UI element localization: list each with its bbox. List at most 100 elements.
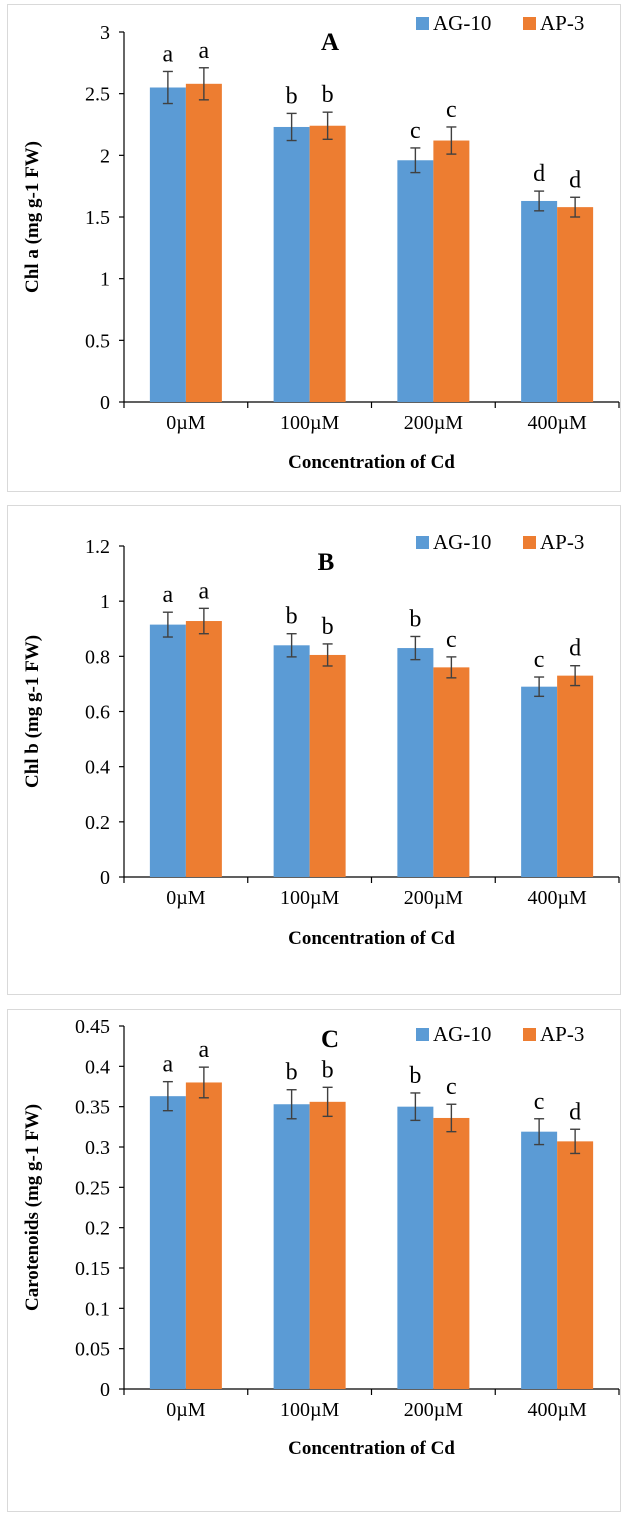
x-tick-label: 100µM	[280, 1399, 340, 1421]
significance-letter: d	[569, 1099, 581, 1125]
significance-letter: a	[163, 41, 174, 67]
legend-swatch-ag-10	[416, 536, 429, 549]
bar-ap-3-3	[557, 207, 594, 402]
significance-letter: b	[409, 606, 421, 632]
bar-ag-10-2	[397, 648, 434, 877]
bar-ap-3-0	[185, 621, 222, 877]
bar-ap-3-3	[557, 1141, 594, 1389]
significance-letter: d	[533, 161, 545, 187]
significance-letter: a	[163, 1052, 174, 1078]
significance-letter: c	[534, 647, 545, 673]
bar-ag-10-1	[273, 645, 310, 877]
legend-swatch-ap-3	[523, 536, 536, 549]
chart-panel-chl-b: 0 0.2 0.4 0.6 0.8 1 1.2 a a 0µM b b 100µM b c 200µM c d 40…	[7, 505, 621, 995]
legend-label-ag-10: AG-10	[433, 530, 491, 554]
legend-label-ag-10: AG-10	[433, 11, 491, 35]
y-tick-label: 0.1	[85, 1298, 110, 1320]
x-axis-title: Concentration of Cd	[288, 928, 455, 949]
legend-label-ap-3: AP-3	[540, 530, 584, 554]
x-tick-label: 0µM	[166, 1399, 206, 1421]
significance-letter: b	[322, 614, 334, 640]
x-tick-label: 100µM	[280, 412, 340, 434]
y-tick-label: 1	[100, 269, 110, 291]
x-tick-label: 100µM	[280, 887, 340, 909]
significance-letter: b	[322, 82, 334, 108]
y-tick-label: 2.5	[85, 84, 110, 106]
y-tick-label: 0.2	[85, 1218, 110, 1240]
y-tick-label: 0	[100, 1379, 110, 1401]
panel-label: B	[318, 549, 335, 576]
y-tick-label: 0.15	[75, 1258, 110, 1280]
bar-ap-3-3	[557, 675, 594, 877]
y-tick-label: 1.5	[85, 207, 110, 229]
bar-ap-3-2	[433, 140, 470, 403]
x-tick-label: 200µM	[404, 887, 464, 909]
y-tick-label: 0.4	[85, 1056, 110, 1078]
legend-swatch-ap-3	[523, 17, 536, 30]
bar-ag-10-3	[521, 686, 558, 877]
y-tick-label: 0.05	[75, 1339, 110, 1361]
y-axis-title: Carotenoids (mg g-1 FW)	[22, 1104, 43, 1311]
x-tick-label: 200µM	[404, 1399, 464, 1421]
significance-letter: b	[322, 1057, 334, 1083]
y-tick-label: 0.5	[85, 330, 110, 352]
bar-ap-3-1	[309, 125, 346, 402]
significance-letter: d	[569, 636, 581, 662]
y-tick-label: 0.6	[85, 702, 110, 724]
legend-label-ag-10: AG-10	[433, 1022, 491, 1046]
y-tick-label: 0.45	[75, 1016, 110, 1038]
significance-letter: b	[286, 1060, 298, 1086]
y-tick-label: 1.2	[85, 536, 110, 558]
chart-svg-chl-a: 0 0.5 1 1.5 2 2.5 3 a a 0µM b b 100µM cc 200µM d d 400µM C…	[22, 11, 620, 473]
x-tick-label: 200µM	[404, 412, 464, 434]
x-tick-label: 400µM	[527, 887, 587, 909]
x-axis-title: Concentration of Cd	[288, 1438, 455, 1459]
bar-ap-3-0	[185, 1082, 222, 1389]
bar-ag-10-3	[521, 1131, 558, 1389]
x-tick-label: 0µM	[166, 412, 206, 434]
panel-label: C	[321, 1026, 339, 1053]
y-axis-title: Chl a (mg g-1 FW)	[22, 141, 43, 293]
significance-letter: c	[446, 1074, 457, 1100]
bar-ap-3-0	[185, 83, 222, 403]
y-tick-label: 0.35	[75, 1097, 110, 1119]
bar-ag-10-1	[273, 126, 310, 402]
y-tick-label: 1	[100, 591, 110, 613]
y-tick-label: 2	[100, 145, 110, 167]
y-tick-label: 0.25	[75, 1177, 110, 1199]
significance-letter: a	[163, 582, 174, 608]
y-axis-title: Chl b (mg g-1 FW)	[22, 635, 43, 788]
significance-letter: b	[286, 83, 298, 109]
significance-letter: a	[199, 578, 210, 604]
legend-swatch-ag-10	[416, 1028, 429, 1041]
legend-swatch-ap-3	[523, 1028, 536, 1041]
y-tick-label: 0.2	[85, 812, 110, 834]
significance-letter: b	[409, 1063, 421, 1089]
y-tick-label: 0.3	[85, 1137, 110, 1159]
bar-ap-3-2	[433, 667, 470, 877]
significance-letter: c	[446, 97, 457, 123]
x-axis-title: Concentration of Cd	[288, 452, 455, 473]
bar-ag-10-0	[149, 1096, 186, 1389]
significance-letter: c	[446, 627, 457, 653]
y-tick-label: 0.4	[85, 757, 110, 779]
significance-letter: c	[534, 1089, 545, 1115]
y-tick-label: 3	[100, 22, 110, 44]
bar-ag-10-3	[521, 200, 558, 402]
bar-ag-10-2	[397, 1106, 434, 1389]
significance-letter: a	[199, 38, 210, 64]
significance-letter: c	[410, 118, 421, 144]
legend-swatch-ag-10	[416, 17, 429, 30]
bar-ag-10-0	[149, 87, 186, 402]
bar-ag-10-1	[273, 1104, 310, 1389]
chart-panel-carotenoids: 0 0.05 0.1 0.15 0.2 0.25 0.3 0.35 0.4 0.45 a a 0µM b b…	[7, 1009, 621, 1512]
legend-label-ap-3: AP-3	[540, 1022, 584, 1046]
significance-letter: d	[569, 167, 581, 193]
bar-ap-3-1	[309, 654, 346, 877]
y-tick-label: 0	[100, 867, 110, 889]
bar-ap-3-2	[433, 1117, 470, 1389]
panel-label: A	[321, 29, 339, 56]
x-tick-label: 0µM	[166, 887, 206, 909]
